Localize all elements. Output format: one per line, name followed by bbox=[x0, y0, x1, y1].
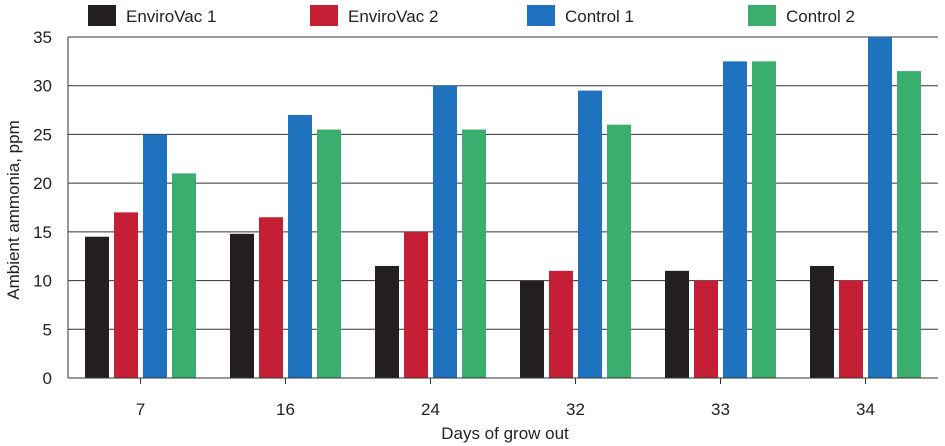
x-tick-label: 24 bbox=[421, 400, 440, 419]
x-tick-label: 34 bbox=[856, 400, 875, 419]
bar-envirovac-2-day-24 bbox=[404, 231, 428, 378]
bar-envirovac-2-day-32 bbox=[549, 270, 573, 378]
bar-envirovac-1-day-32 bbox=[520, 280, 544, 378]
legend-swatch bbox=[748, 5, 776, 26]
legend-label: Control 2 bbox=[786, 7, 855, 26]
legend-swatch bbox=[88, 5, 116, 26]
x-tick-label: 32 bbox=[566, 400, 585, 419]
bar-envirovac-1-day-33 bbox=[665, 270, 689, 378]
bar-envirovac-2-day-33 bbox=[694, 280, 718, 378]
bar-envirovac-2-day-16 bbox=[259, 217, 283, 378]
bar-control-2-day-16 bbox=[317, 129, 341, 378]
x-tick-label: 16 bbox=[276, 400, 295, 419]
legend-label: EnviroVac 2 bbox=[348, 7, 438, 26]
legend-swatch bbox=[527, 5, 555, 26]
bar-control-2-day-32 bbox=[607, 124, 631, 378]
y-tick-label: 10 bbox=[33, 272, 52, 291]
bar-envirovac-1-day-7 bbox=[85, 236, 109, 378]
legend-label: Control 1 bbox=[565, 7, 634, 26]
legend: EnviroVac 1 EnviroVac 2 Control 1 Control 2 bbox=[88, 5, 855, 26]
bar-control-1-day-33 bbox=[723, 61, 747, 378]
y-tick-label: 30 bbox=[33, 77, 52, 96]
legend-swatch bbox=[310, 5, 338, 26]
bar-control-1-day-7 bbox=[143, 134, 167, 378]
x-tick-label: 33 bbox=[711, 400, 730, 419]
y-tick-label: 0 bbox=[43, 369, 52, 388]
y-axis-title: Ambient ammonia, ppm bbox=[4, 120, 23, 300]
y-tick-label: 20 bbox=[33, 174, 52, 193]
x-tick-labels: 7 16 24 32 33 34 bbox=[136, 400, 875, 419]
bar-control-1-day-16 bbox=[288, 114, 312, 378]
bar-control-2-day-24 bbox=[462, 129, 486, 378]
axes bbox=[67, 37, 938, 384]
x-tick-label: 7 bbox=[136, 400, 145, 419]
y-tick-label: 35 bbox=[33, 28, 52, 47]
y-tick-label: 5 bbox=[43, 320, 52, 339]
x-axis-title: Days of grow out bbox=[441, 424, 569, 443]
bar-envirovac-1-day-16 bbox=[230, 233, 254, 378]
bar-envirovac-1-day-34 bbox=[810, 265, 834, 378]
bar-envirovac-2-day-34 bbox=[839, 280, 863, 378]
y-tick-label: 15 bbox=[33, 223, 52, 242]
y-tick-label: 25 bbox=[33, 125, 52, 144]
bar-control-2-day-34 bbox=[897, 71, 921, 378]
legend-label: EnviroVac 1 bbox=[126, 7, 216, 26]
bar-control-1-day-24 bbox=[433, 85, 457, 378]
bar-envirovac-2-day-7 bbox=[114, 212, 138, 378]
bar-control-1-day-34 bbox=[868, 37, 892, 378]
y-tick-labels: 0 5 10 15 20 25 30 35 bbox=[33, 28, 52, 388]
bar-envirovac-1-day-24 bbox=[375, 265, 399, 378]
bar-control-2-day-33 bbox=[752, 61, 776, 378]
bar-control-2-day-7 bbox=[172, 173, 196, 378]
bars bbox=[85, 37, 921, 378]
bar-control-1-day-32 bbox=[578, 90, 602, 378]
gridlines bbox=[68, 36, 938, 330]
